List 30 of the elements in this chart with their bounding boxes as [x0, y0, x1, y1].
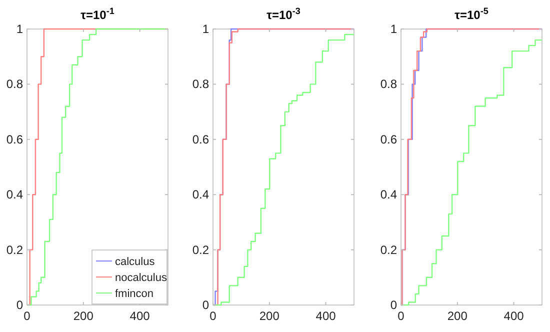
y-tick-label: 0: [390, 298, 398, 312]
y-tick-label: 0.2: [380, 242, 398, 257]
y-tick-label: 0: [202, 298, 210, 312]
chart-title: τ=10$^{-3}$: [266, 6, 300, 22]
y-tick-label: 1: [202, 22, 210, 36]
y-tick-label: 1: [390, 22, 398, 36]
y-tick-label: 0: [16, 298, 24, 312]
y-tick-label: 0.4: [192, 188, 210, 202]
y-tick-label: 0.8: [380, 77, 398, 92]
legend-label: calculus: [115, 256, 156, 268]
y-tick-label: 1: [16, 22, 24, 36]
x-tick-label: 200: [259, 309, 280, 323]
y-tick-label: 0.2: [6, 242, 24, 257]
chart-title: τ=10$^{-5}$: [454, 6, 488, 22]
y-tick-label: 0.6: [192, 132, 210, 146]
legend-label: fmincon: [115, 288, 154, 300]
chart-title: τ=10$^{-1}$: [80, 6, 114, 22]
x-tick-label: 200: [73, 309, 94, 323]
x-tick-label: 400: [504, 309, 524, 323]
x-tick-label: 200: [447, 309, 468, 323]
y-tick-label: 0.8: [192, 77, 210, 92]
y-tick-label: 0.6: [6, 132, 24, 146]
legend-label: nocalculus: [115, 272, 168, 284]
y-tick-label: 0.6: [380, 132, 398, 146]
y-tick-label: 0.4: [380, 188, 398, 202]
x-tick-label: 400: [316, 309, 336, 323]
x-tick-label: 400: [130, 309, 150, 323]
y-tick-label: 0.2: [192, 242, 210, 257]
y-tick-label: 0.4: [6, 188, 24, 202]
y-tick-label: 0.8: [6, 77, 24, 92]
